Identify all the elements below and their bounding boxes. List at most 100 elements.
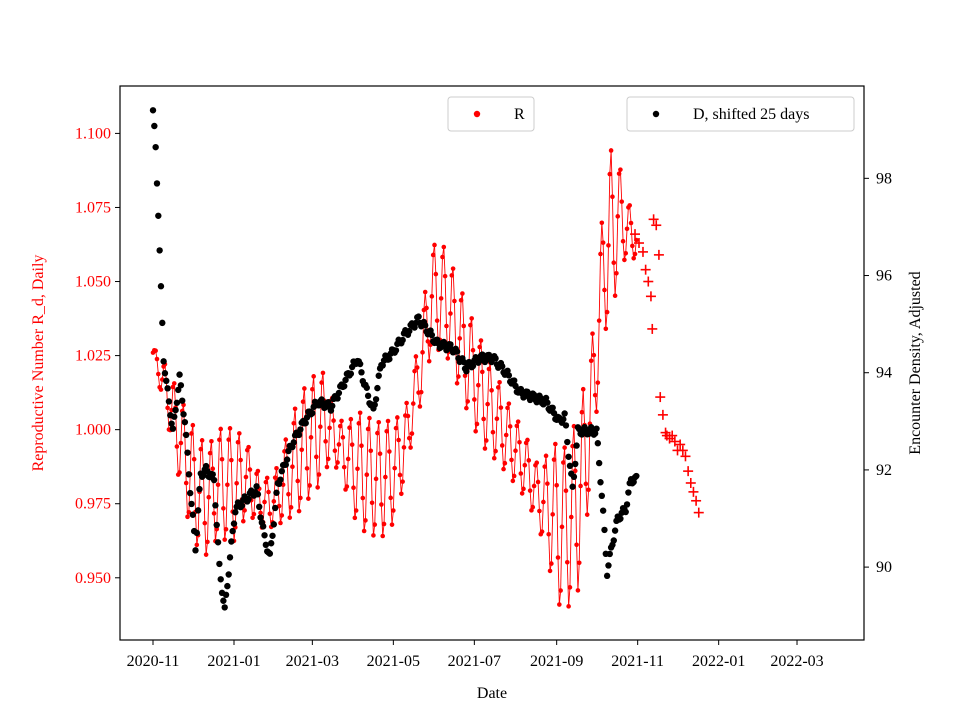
d-point xyxy=(347,370,355,377)
d-point xyxy=(171,413,178,420)
r-line-segment xyxy=(206,497,210,542)
r-plus-point xyxy=(630,229,641,240)
r-line-segment xyxy=(629,205,632,224)
d-point xyxy=(270,521,278,528)
r-line-segment xyxy=(527,439,530,461)
r-line-segment xyxy=(495,418,498,452)
r-line-segment xyxy=(396,417,400,441)
r-line-segment xyxy=(374,478,377,525)
r-plus-point xyxy=(688,486,699,497)
r-line-segment xyxy=(615,216,619,274)
r-line-segment xyxy=(318,426,321,475)
d-point xyxy=(572,460,579,468)
r-line-segment xyxy=(468,325,471,364)
d-point xyxy=(290,439,297,446)
d-point xyxy=(356,360,364,368)
r-line-segment xyxy=(264,482,267,502)
d-point xyxy=(560,416,567,423)
d-point xyxy=(453,348,461,355)
r-line-segment xyxy=(613,262,616,296)
r-point xyxy=(412,368,417,374)
y-axis-left-label: Reproductive Number R_d, Daily xyxy=(30,255,47,472)
r-point xyxy=(306,496,311,501)
r-point xyxy=(511,473,517,479)
r-line-segment xyxy=(444,276,447,327)
r-point xyxy=(391,508,396,513)
d-point xyxy=(335,389,343,397)
d-point xyxy=(622,508,629,516)
r-line-segment xyxy=(560,526,563,591)
r-line-segment xyxy=(273,477,276,502)
d-point xyxy=(209,471,216,478)
d-point xyxy=(230,520,238,527)
d-point xyxy=(512,382,519,390)
r-line-segment xyxy=(545,455,548,484)
r-line-segment xyxy=(225,484,228,530)
r-point xyxy=(392,465,397,471)
r-line-segment xyxy=(625,228,628,254)
r-line-segment xyxy=(210,441,214,469)
r-line-segment xyxy=(449,275,453,314)
r-plus-point xyxy=(680,451,691,462)
r-line-segment xyxy=(334,450,337,468)
r-line-segment xyxy=(220,428,223,460)
r-line-segment xyxy=(306,468,309,499)
r-line-segment xyxy=(204,523,207,555)
y-right-tick-label: 98 xyxy=(876,170,892,187)
r-line-segment xyxy=(558,590,562,605)
r-line-segment xyxy=(189,433,192,475)
d-point xyxy=(189,511,197,518)
d-point xyxy=(172,406,179,414)
d-point xyxy=(334,395,341,402)
r-line-segment xyxy=(496,387,499,419)
d-point xyxy=(257,514,264,521)
r-line-segment xyxy=(461,293,465,326)
r-line-segment xyxy=(536,462,539,483)
d-point xyxy=(463,368,470,375)
r-line-segment xyxy=(499,382,502,408)
r-line-segment xyxy=(338,426,341,445)
d-point xyxy=(562,422,570,429)
r-line-segment xyxy=(240,460,243,500)
r-line-segment xyxy=(483,418,486,449)
r-plus-point xyxy=(643,276,654,287)
d-point xyxy=(196,485,203,493)
d-point xyxy=(329,402,336,410)
y-right-tick-label: 90 xyxy=(876,559,892,576)
r-line-segment xyxy=(387,420,390,452)
r-line-segment xyxy=(287,494,291,518)
r-point xyxy=(586,487,591,493)
r-line-segment xyxy=(402,447,405,482)
r-point xyxy=(513,448,518,453)
r-line-segment xyxy=(592,333,595,356)
d-point xyxy=(163,377,170,385)
r-line-segment xyxy=(193,459,196,512)
d-point xyxy=(260,523,267,530)
r-line-segment xyxy=(542,466,546,502)
r-point xyxy=(493,448,498,454)
r-line-segment xyxy=(299,449,303,498)
r-line-segment xyxy=(501,445,505,470)
r-plus-point xyxy=(651,220,662,231)
r-line-segment xyxy=(427,341,430,362)
r-plus-point xyxy=(667,430,678,441)
y-axis-left: 0.950 0.975 1.000 1.025 1.050 1.075 1.100 xyxy=(75,125,120,587)
d-point xyxy=(160,358,167,365)
d-point xyxy=(285,447,292,455)
d-point xyxy=(173,399,181,406)
r-point xyxy=(345,456,351,462)
r-line-segment xyxy=(586,489,589,515)
r-plus-point xyxy=(683,466,694,477)
d-point xyxy=(168,420,175,427)
d-point xyxy=(610,537,617,544)
r-line-segment xyxy=(431,254,434,297)
r-line-segment xyxy=(570,446,574,518)
d-point xyxy=(221,604,228,611)
r-line-segment xyxy=(557,557,560,605)
r-line-segment xyxy=(597,320,600,383)
r-point xyxy=(235,439,241,445)
r-line-segment xyxy=(337,444,340,463)
d-point xyxy=(573,442,580,449)
r-line-segment xyxy=(509,426,512,460)
d-point xyxy=(151,122,158,130)
